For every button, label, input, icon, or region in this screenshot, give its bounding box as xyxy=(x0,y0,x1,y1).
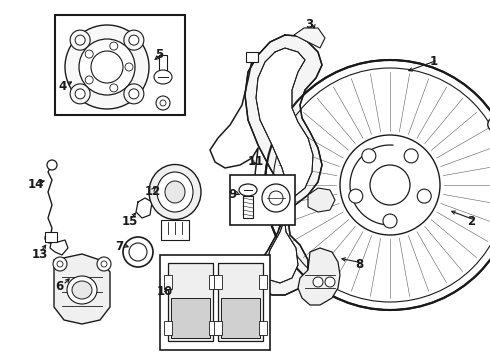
Circle shape xyxy=(160,100,166,106)
Polygon shape xyxy=(54,254,110,324)
Bar xyxy=(160,255,270,350)
Ellipse shape xyxy=(72,281,92,299)
Bar xyxy=(221,298,260,338)
Circle shape xyxy=(85,76,93,84)
Polygon shape xyxy=(298,248,340,305)
Circle shape xyxy=(125,63,133,71)
Bar xyxy=(246,52,258,62)
Text: 11: 11 xyxy=(248,155,264,168)
Circle shape xyxy=(362,149,376,163)
Text: 12: 12 xyxy=(145,185,161,198)
Circle shape xyxy=(124,30,144,50)
Bar xyxy=(218,263,263,341)
Text: 9: 9 xyxy=(228,188,236,201)
Text: 8: 8 xyxy=(355,258,363,271)
Circle shape xyxy=(313,277,323,287)
Ellipse shape xyxy=(239,184,257,196)
Text: 13: 13 xyxy=(32,248,48,261)
Bar xyxy=(171,298,210,338)
Bar xyxy=(243,196,253,218)
Bar xyxy=(230,175,295,225)
Text: 15: 15 xyxy=(122,215,138,228)
Text: 3: 3 xyxy=(305,18,313,31)
Polygon shape xyxy=(308,188,335,212)
Text: 7: 7 xyxy=(115,240,123,253)
Bar xyxy=(209,275,217,289)
Ellipse shape xyxy=(157,172,193,212)
Circle shape xyxy=(156,96,170,110)
Circle shape xyxy=(325,277,335,287)
Circle shape xyxy=(79,39,135,95)
Text: 1: 1 xyxy=(430,55,438,68)
Polygon shape xyxy=(256,48,313,283)
Ellipse shape xyxy=(67,276,97,304)
Circle shape xyxy=(75,89,85,99)
Circle shape xyxy=(70,84,90,104)
Circle shape xyxy=(129,89,139,99)
Polygon shape xyxy=(245,35,322,295)
Circle shape xyxy=(370,165,410,205)
Bar xyxy=(168,263,213,341)
Circle shape xyxy=(70,30,90,50)
Circle shape xyxy=(45,233,55,243)
Bar xyxy=(259,275,267,289)
Circle shape xyxy=(383,214,397,228)
Circle shape xyxy=(110,84,118,92)
Circle shape xyxy=(91,51,123,83)
Ellipse shape xyxy=(65,25,149,109)
Ellipse shape xyxy=(149,165,201,220)
Circle shape xyxy=(265,60,490,310)
Text: 2: 2 xyxy=(467,215,475,228)
Circle shape xyxy=(404,149,418,163)
Text: 6: 6 xyxy=(55,280,63,293)
Circle shape xyxy=(75,35,85,45)
Bar xyxy=(45,232,57,242)
Text: 10: 10 xyxy=(157,285,173,298)
Circle shape xyxy=(269,191,283,205)
Bar xyxy=(55,15,185,115)
Bar xyxy=(214,275,222,289)
Circle shape xyxy=(488,117,490,131)
Circle shape xyxy=(129,243,147,261)
Text: 4: 4 xyxy=(58,80,66,93)
Circle shape xyxy=(123,237,153,267)
Ellipse shape xyxy=(154,70,172,84)
Bar xyxy=(164,321,172,335)
Polygon shape xyxy=(294,28,325,48)
Bar xyxy=(259,321,267,335)
Circle shape xyxy=(47,160,57,170)
Bar xyxy=(164,275,172,289)
Text: 5: 5 xyxy=(155,48,163,61)
Bar xyxy=(159,55,167,77)
Bar xyxy=(214,321,222,335)
Circle shape xyxy=(110,42,118,50)
Ellipse shape xyxy=(165,181,185,203)
Circle shape xyxy=(340,135,440,235)
Circle shape xyxy=(53,257,67,271)
Text: 14: 14 xyxy=(28,178,45,191)
Circle shape xyxy=(85,50,93,58)
Circle shape xyxy=(57,261,63,267)
Bar xyxy=(161,220,189,240)
Circle shape xyxy=(97,257,111,271)
Circle shape xyxy=(262,184,290,212)
Circle shape xyxy=(124,84,144,104)
Circle shape xyxy=(101,261,107,267)
Circle shape xyxy=(417,189,431,203)
Circle shape xyxy=(349,189,363,203)
Circle shape xyxy=(129,35,139,45)
Bar xyxy=(209,321,217,335)
